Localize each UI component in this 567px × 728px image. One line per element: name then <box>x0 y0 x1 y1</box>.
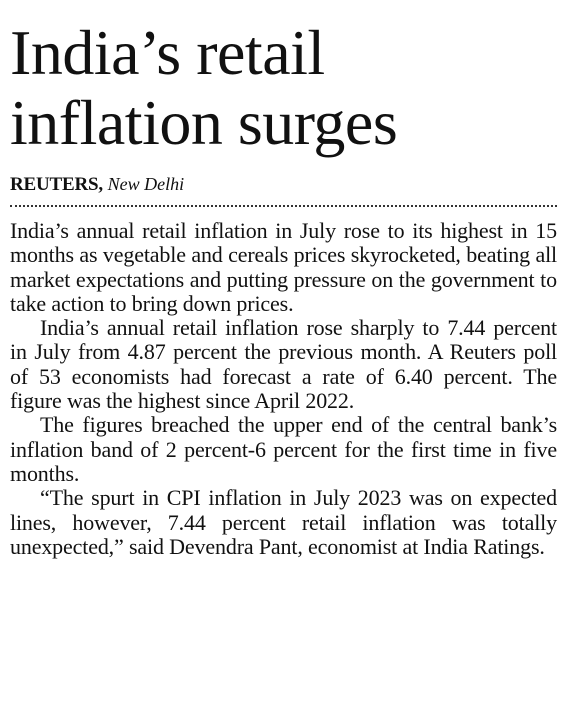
article-body: India’s annual retail inflation in July … <box>10 218 557 559</box>
byline-place: New Delhi <box>107 174 185 194</box>
paragraph-4: “The spurt in CPI inflation in July 2023… <box>10 485 557 559</box>
paragraph-2: India’s annual retail inflation rose sha… <box>10 315 557 414</box>
headline-line-1: India’s retail <box>10 17 325 88</box>
dotted-divider <box>10 205 557 207</box>
byline: REUTERS, New Delhi <box>10 172 557 197</box>
byline-agency: REUTERS, <box>10 174 103 195</box>
headline: India’s retail inflation surges <box>10 0 557 158</box>
paragraph-1: India’s annual retail inflation in July … <box>10 218 557 316</box>
paragraph-3: The figures breached the upper end of th… <box>10 412 557 486</box>
news-article: India’s retail inflation surges REUTERS,… <box>10 0 557 559</box>
headline-line-2: inflation surges <box>10 87 398 158</box>
